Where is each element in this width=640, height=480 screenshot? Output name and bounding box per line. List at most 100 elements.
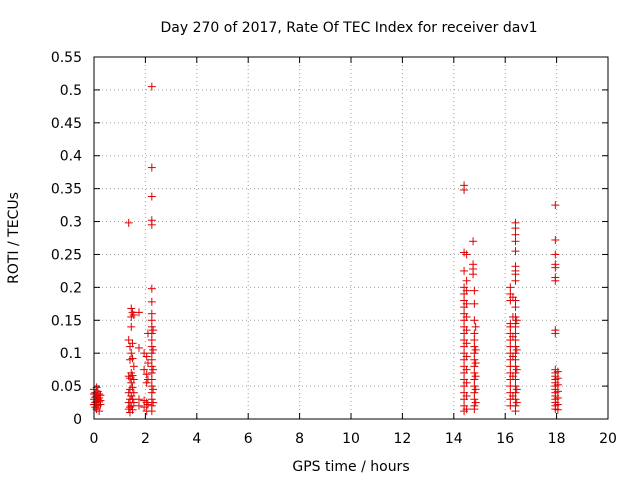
data-point <box>553 405 562 414</box>
x-tick-label: 18 <box>548 431 566 447</box>
data-point <box>134 401 143 410</box>
data-point <box>511 407 520 416</box>
data-point <box>147 192 156 201</box>
y-tick-label: 0.35 <box>51 182 82 198</box>
data-point <box>460 266 469 275</box>
data-point <box>471 345 480 354</box>
data-point <box>462 352 471 361</box>
data-point <box>142 378 151 387</box>
data-point <box>511 237 520 246</box>
data-point <box>551 201 560 210</box>
ticks-layer: 0 0.05 0.1 0.15 0.2 0.25 0.3 0.35 0.4 0.45 0.5 0.55… <box>51 50 617 447</box>
data-point <box>462 391 471 400</box>
x-axis-title: GPS time / hours <box>292 459 409 475</box>
data-point <box>124 336 133 345</box>
x-tick-label: 16 <box>496 431 514 447</box>
x-tick-label: 2 <box>141 431 150 447</box>
data-point <box>462 312 471 321</box>
data-point <box>147 284 156 293</box>
data-point <box>511 276 520 285</box>
y-tick-label: 0.45 <box>51 116 82 132</box>
data-point <box>469 270 478 279</box>
data-point <box>470 405 479 414</box>
x-tick-label: 8 <box>295 431 304 447</box>
data-point <box>512 365 521 374</box>
y-tick-label: 0.3 <box>60 215 82 231</box>
data-point <box>134 308 143 317</box>
x-tick-label: 12 <box>393 431 411 447</box>
y-tick-label: 0 <box>73 412 82 428</box>
data-point <box>512 345 521 354</box>
data-point <box>128 339 137 348</box>
data-point <box>143 400 152 409</box>
data-point <box>469 237 478 246</box>
data-point <box>511 303 520 312</box>
data-point <box>471 385 480 394</box>
data-point <box>470 316 479 325</box>
data-point <box>147 297 156 306</box>
data-point <box>462 339 471 348</box>
data-point <box>149 345 158 354</box>
data-point <box>95 407 104 416</box>
chart-title: Day 270 of 2017, Rate Of TEC Index for r… <box>160 20 537 36</box>
data-point <box>470 299 479 308</box>
data-point <box>96 400 105 409</box>
data-point <box>149 398 158 407</box>
data-point <box>124 218 133 227</box>
data-point <box>471 322 480 331</box>
data-point <box>129 362 138 371</box>
data-point <box>462 286 471 295</box>
data-point <box>462 326 471 335</box>
x-tick-label: 14 <box>445 431 463 447</box>
data-point <box>512 385 521 394</box>
data-point <box>127 322 136 331</box>
data-point <box>471 359 480 368</box>
y-tick-label: 0.1 <box>60 346 82 362</box>
data-point <box>142 352 151 361</box>
y-tick-label: 0.5 <box>60 83 82 99</box>
y-tick-label: 0.15 <box>51 313 82 329</box>
data-point <box>142 370 151 379</box>
data-point <box>128 383 137 392</box>
data-point <box>127 304 136 313</box>
y-tick-label: 0.25 <box>51 247 82 263</box>
data-point <box>471 398 480 407</box>
data-point <box>147 163 156 172</box>
data-point <box>129 375 138 384</box>
y-tick-label: 0.2 <box>60 280 82 296</box>
plot-frame <box>93 56 609 420</box>
data-point <box>462 405 471 414</box>
data-point <box>551 263 560 272</box>
points-layer <box>90 82 562 417</box>
data-point <box>128 405 137 414</box>
data-point <box>551 329 560 338</box>
x-tick-label: 10 <box>342 431 360 447</box>
data-point <box>149 326 158 335</box>
data-point <box>147 407 156 416</box>
y-tick-label: 0.05 <box>51 379 82 395</box>
y-tick-label: 0.55 <box>51 50 82 66</box>
y-tick-label: 0.4 <box>60 149 82 165</box>
data-point <box>551 235 560 244</box>
x-tick-label: 20 <box>599 431 617 447</box>
data-point <box>147 82 156 91</box>
data-point <box>134 343 143 352</box>
x-tick-label: 4 <box>192 431 201 447</box>
data-point <box>470 286 479 295</box>
data-point <box>129 398 138 407</box>
data-point <box>462 276 471 285</box>
data-point <box>512 316 521 325</box>
data-point <box>127 349 136 358</box>
data-point <box>128 354 137 363</box>
data-point <box>551 276 560 285</box>
data-point <box>462 365 471 374</box>
data-point <box>149 365 158 374</box>
data-point <box>149 385 158 394</box>
data-point <box>512 398 521 407</box>
data-point <box>129 388 138 397</box>
data-point <box>551 250 560 259</box>
data-point <box>462 378 471 387</box>
data-point <box>511 247 520 256</box>
